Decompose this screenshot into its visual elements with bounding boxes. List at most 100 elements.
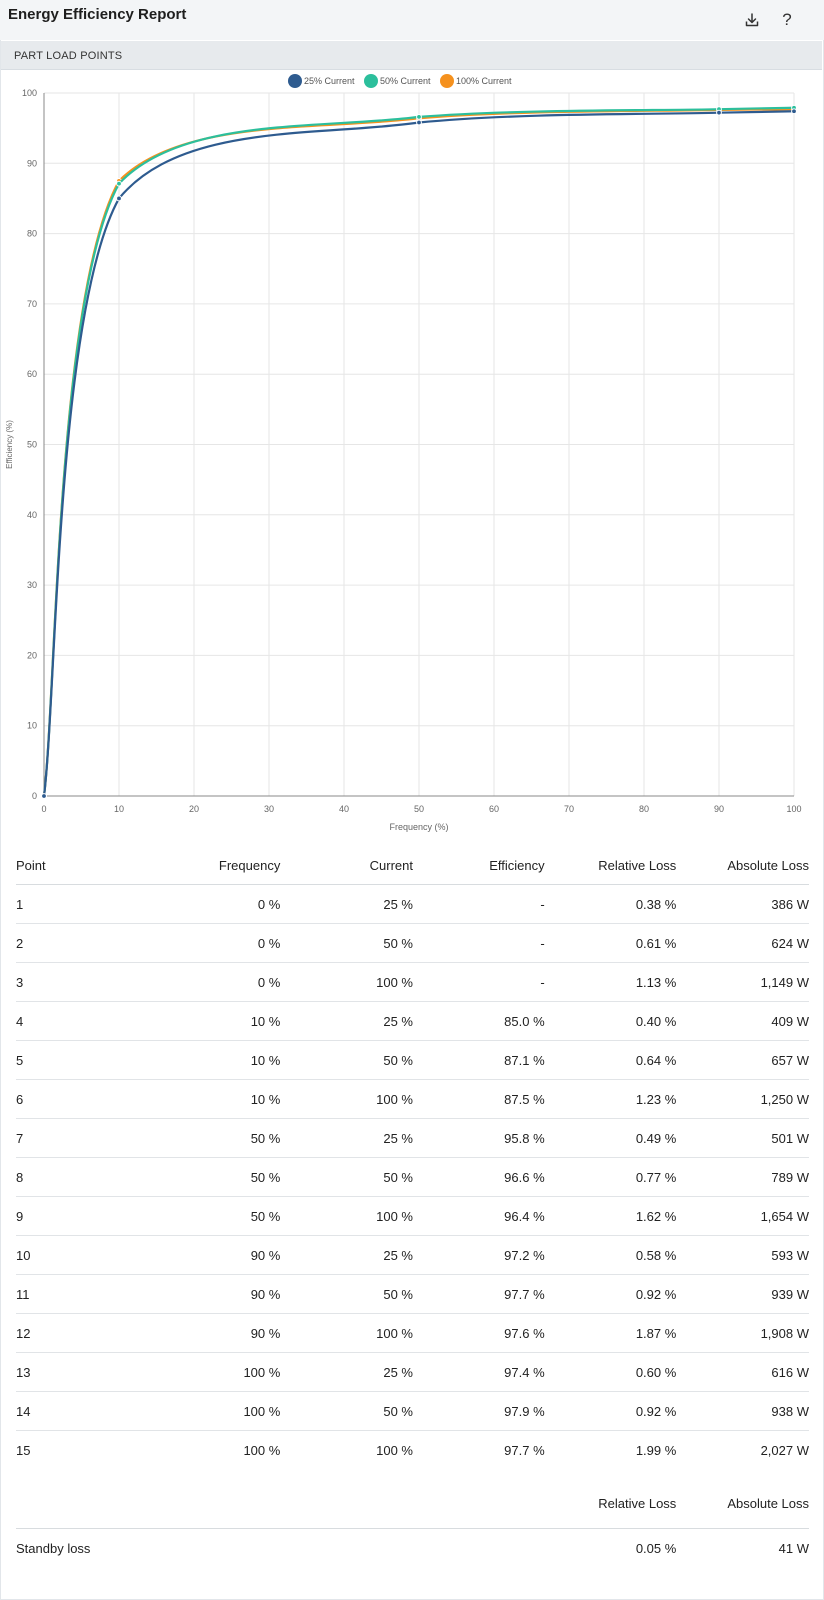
cell-absolute-loss: 501 W <box>676 1118 809 1158</box>
data-point <box>116 180 122 187</box>
cell-absolute-loss: 624 W <box>676 923 809 963</box>
cell-absolute-loss: 409 W <box>676 1001 809 1041</box>
cell-efficiency: - <box>413 923 545 963</box>
table-row: 11 90 % 50 % 97.7 % 0.92 % 939 W <box>16 1274 809 1314</box>
cell-point: 15 <box>16 1442 31 1458</box>
cell-absolute-loss: 939 W <box>676 1274 809 1314</box>
y-tick-label: 70 <box>27 299 37 309</box>
cell-current: 25 % <box>280 1352 413 1392</box>
legend-label: 25% Current <box>304 76 355 86</box>
cell-efficiency: 97.7 % <box>413 1274 545 1314</box>
cell-efficiency: 87.1 % <box>413 1040 545 1080</box>
top-bar: Energy Efficiency Report ? <box>0 0 824 40</box>
col-header-absolute-loss: Absolute Loss <box>676 846 809 885</box>
table-row: 13 100 % 25 % 97.4 % 0.60 % 616 W <box>16 1352 809 1392</box>
x-tick-label: 60 <box>489 804 499 814</box>
x-tick-label: 50 <box>414 804 424 814</box>
cell-frequency: 10 % <box>77 1079 281 1119</box>
cell-efficiency: 85.0 % <box>413 1001 545 1041</box>
cell-relative-loss: 1.13 % <box>544 962 677 1002</box>
cell-frequency: 100 % <box>243 1442 281 1458</box>
col-header-frequency: Frequency <box>77 846 281 885</box>
cell-frequency: 50 % <box>77 1118 281 1158</box>
table-row: 10 90 % 25 % 97.2 % 0.58 % 593 W <box>16 1235 809 1275</box>
cell-absolute-loss: 938 W <box>676 1391 809 1431</box>
y-tick-label: 90 <box>27 158 37 168</box>
y-axis-title: Efficiency (%) <box>5 420 14 469</box>
cell-relative-loss: 0.60 % <box>544 1352 677 1392</box>
standby-relative: 0.05 % <box>635 1540 677 1556</box>
cell-relative-loss: 0.92 % <box>544 1274 677 1314</box>
cell-point: 4 <box>16 1001 78 1041</box>
cell-relative-loss: 1.87 % <box>544 1313 677 1353</box>
section-title: PART LOAD POINTS <box>14 50 123 62</box>
standby-row: Standby loss 0.05 % 41 W <box>16 1529 809 1568</box>
cell-efficiency: - <box>413 884 545 924</box>
y-tick-label: 100 <box>22 88 37 98</box>
cell-frequency: 90 % <box>77 1313 281 1353</box>
cell-point: 13 <box>16 1352 78 1392</box>
standby-header-row: Relative Loss Absolute Loss <box>16 1469 809 1529</box>
x-tick-label: 40 <box>339 804 349 814</box>
table-row: 6 10 % 100 % 87.5 % 1.23 % 1,250 W <box>16 1079 809 1119</box>
download-button[interactable] <box>739 7 765 33</box>
y-tick-label: 60 <box>27 369 37 379</box>
table-row: 5 10 % 50 % 87.1 % 0.64 % 657 W <box>16 1040 809 1080</box>
table-row: 4 10 % 25 % 85.0 % 0.40 % 409 W <box>16 1001 809 1041</box>
cell-point: 2 <box>16 923 78 963</box>
cell-current: 25 % <box>280 1235 413 1275</box>
cell-relative-loss: 0.61 % <box>544 923 677 963</box>
col-header-relative-loss: Relative Loss <box>544 846 677 885</box>
data-point <box>116 195 122 202</box>
cell-relative-loss: 1.62 % <box>544 1196 677 1236</box>
cell-point: 1 <box>16 884 78 924</box>
cell-absolute-loss: 593 W <box>676 1235 809 1275</box>
x-tick-label: 0 <box>41 804 46 814</box>
y-tick-label: 40 <box>27 510 37 520</box>
cell-frequency: 10 % <box>77 1001 281 1041</box>
help-button[interactable]: ? <box>782 10 792 29</box>
load-points-table: Point Frequency Current Efficiency Relat… <box>16 846 809 1567</box>
x-tick-label: 20 <box>189 804 199 814</box>
standby-label: Standby loss <box>16 1540 91 1556</box>
data-point <box>41 793 47 799</box>
cell-efficiency: 97.9 % <box>413 1391 545 1431</box>
efficiency-chart: 0 10 20 30 40 50 60 70 80 90 100 0 10 20 30 40 50 60 70 80 9… <box>5 74 802 832</box>
data-point <box>791 108 797 115</box>
cell-frequency: 90 % <box>77 1235 281 1275</box>
x-axis-title: Frequency (%) <box>389 822 448 832</box>
cell-point: 14 <box>16 1391 78 1431</box>
standby-header-relative: Relative Loss <box>544 1469 677 1529</box>
table-row: 15 100 % 100 % 97.7 % 1.99 % 2,027 W <box>16 1431 809 1470</box>
cell-frequency: 0 % <box>77 923 281 963</box>
cell-relative-loss: 0.92 % <box>544 1391 677 1431</box>
standby-header-absolute: Absolute Loss <box>676 1469 809 1529</box>
x-tick-label: 100 <box>786 804 801 814</box>
legend-label: 50% Current <box>380 76 431 86</box>
x-tick-label: 80 <box>639 804 649 814</box>
cell-frequency: 10 % <box>77 1040 281 1080</box>
y-tick-label: 20 <box>27 650 37 660</box>
table-header-row: Point Frequency Current Efficiency Relat… <box>16 846 809 885</box>
series-line <box>42 110 795 797</box>
cell-frequency: 0 % <box>77 884 281 924</box>
cell-absolute-loss: 1,654 W <box>676 1196 809 1236</box>
cell-frequency: 90 % <box>77 1274 281 1314</box>
cell-current: 25 % <box>280 1001 413 1041</box>
cell-absolute-loss: 657 W <box>676 1040 809 1080</box>
cell-relative-loss: 0.58 % <box>544 1235 677 1275</box>
table-row: 7 50 % 25 % 95.8 % 0.49 % 501 W <box>16 1118 809 1158</box>
cell-current: 25 % <box>280 1118 413 1158</box>
col-header-efficiency: Efficiency <box>413 846 545 885</box>
cell-point: 6 <box>16 1079 78 1119</box>
cell-current: 25 % <box>280 884 413 924</box>
legend-marker <box>440 74 454 88</box>
x-tick-label: 10 <box>114 804 124 814</box>
cell-frequency: 50 % <box>77 1196 281 1236</box>
cell-efficiency: 95.8 % <box>413 1118 545 1158</box>
cell-current: 50 % <box>280 923 413 963</box>
cell-relative-loss: 0.77 % <box>544 1157 677 1197</box>
y-tick-label: 30 <box>27 580 37 590</box>
data-point <box>416 114 422 120</box>
